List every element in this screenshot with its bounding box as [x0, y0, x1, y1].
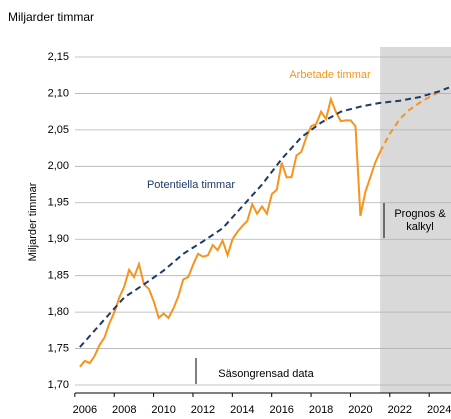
x-tick-label: 2006	[73, 404, 97, 416]
x-tick-label: 2016	[269, 404, 293, 416]
y-tick-label: 2,15	[48, 51, 69, 63]
x-tick-label: 2008	[112, 404, 136, 416]
x-tick-label: 2010	[151, 404, 175, 416]
x-tick-label: 2020	[348, 404, 372, 416]
x-tick-label: 2012	[191, 404, 215, 416]
y-tick-label: 1,80	[48, 306, 69, 318]
y-tick-label: 2,05	[48, 124, 69, 136]
y-tick-label: 2,00	[48, 160, 69, 172]
forecast-region	[380, 47, 451, 393]
series-label: Potentiella timmar	[147, 179, 235, 191]
chart-title: Miljarder timmar	[8, 10, 94, 24]
forecast-line	[379, 91, 440, 153]
annotation: kalkyl	[406, 221, 434, 233]
series-label: Arbetade timmar	[289, 69, 371, 81]
y-tick-label: 1,95	[48, 197, 69, 209]
series-line	[79, 96, 382, 368]
y-tick-label: 1,70	[48, 379, 69, 391]
x-tick-label: 2018	[309, 404, 333, 416]
x-tick-label: 2024	[427, 404, 451, 416]
y-axis-label: Miljarder timmar	[27, 182, 39, 261]
series-line	[79, 86, 450, 348]
y-tick-label: 2,10	[48, 87, 69, 99]
y-tick-label: 1,75	[48, 342, 69, 354]
x-tick-label: 2022	[388, 404, 412, 416]
y-tick-label: 1,90	[48, 233, 69, 245]
annotation: Prognos &	[394, 208, 446, 220]
annotation: Säsongrensad data	[218, 368, 314, 380]
x-tick-label: 2014	[230, 404, 254, 416]
y-tick-label: 1,85	[48, 270, 69, 282]
